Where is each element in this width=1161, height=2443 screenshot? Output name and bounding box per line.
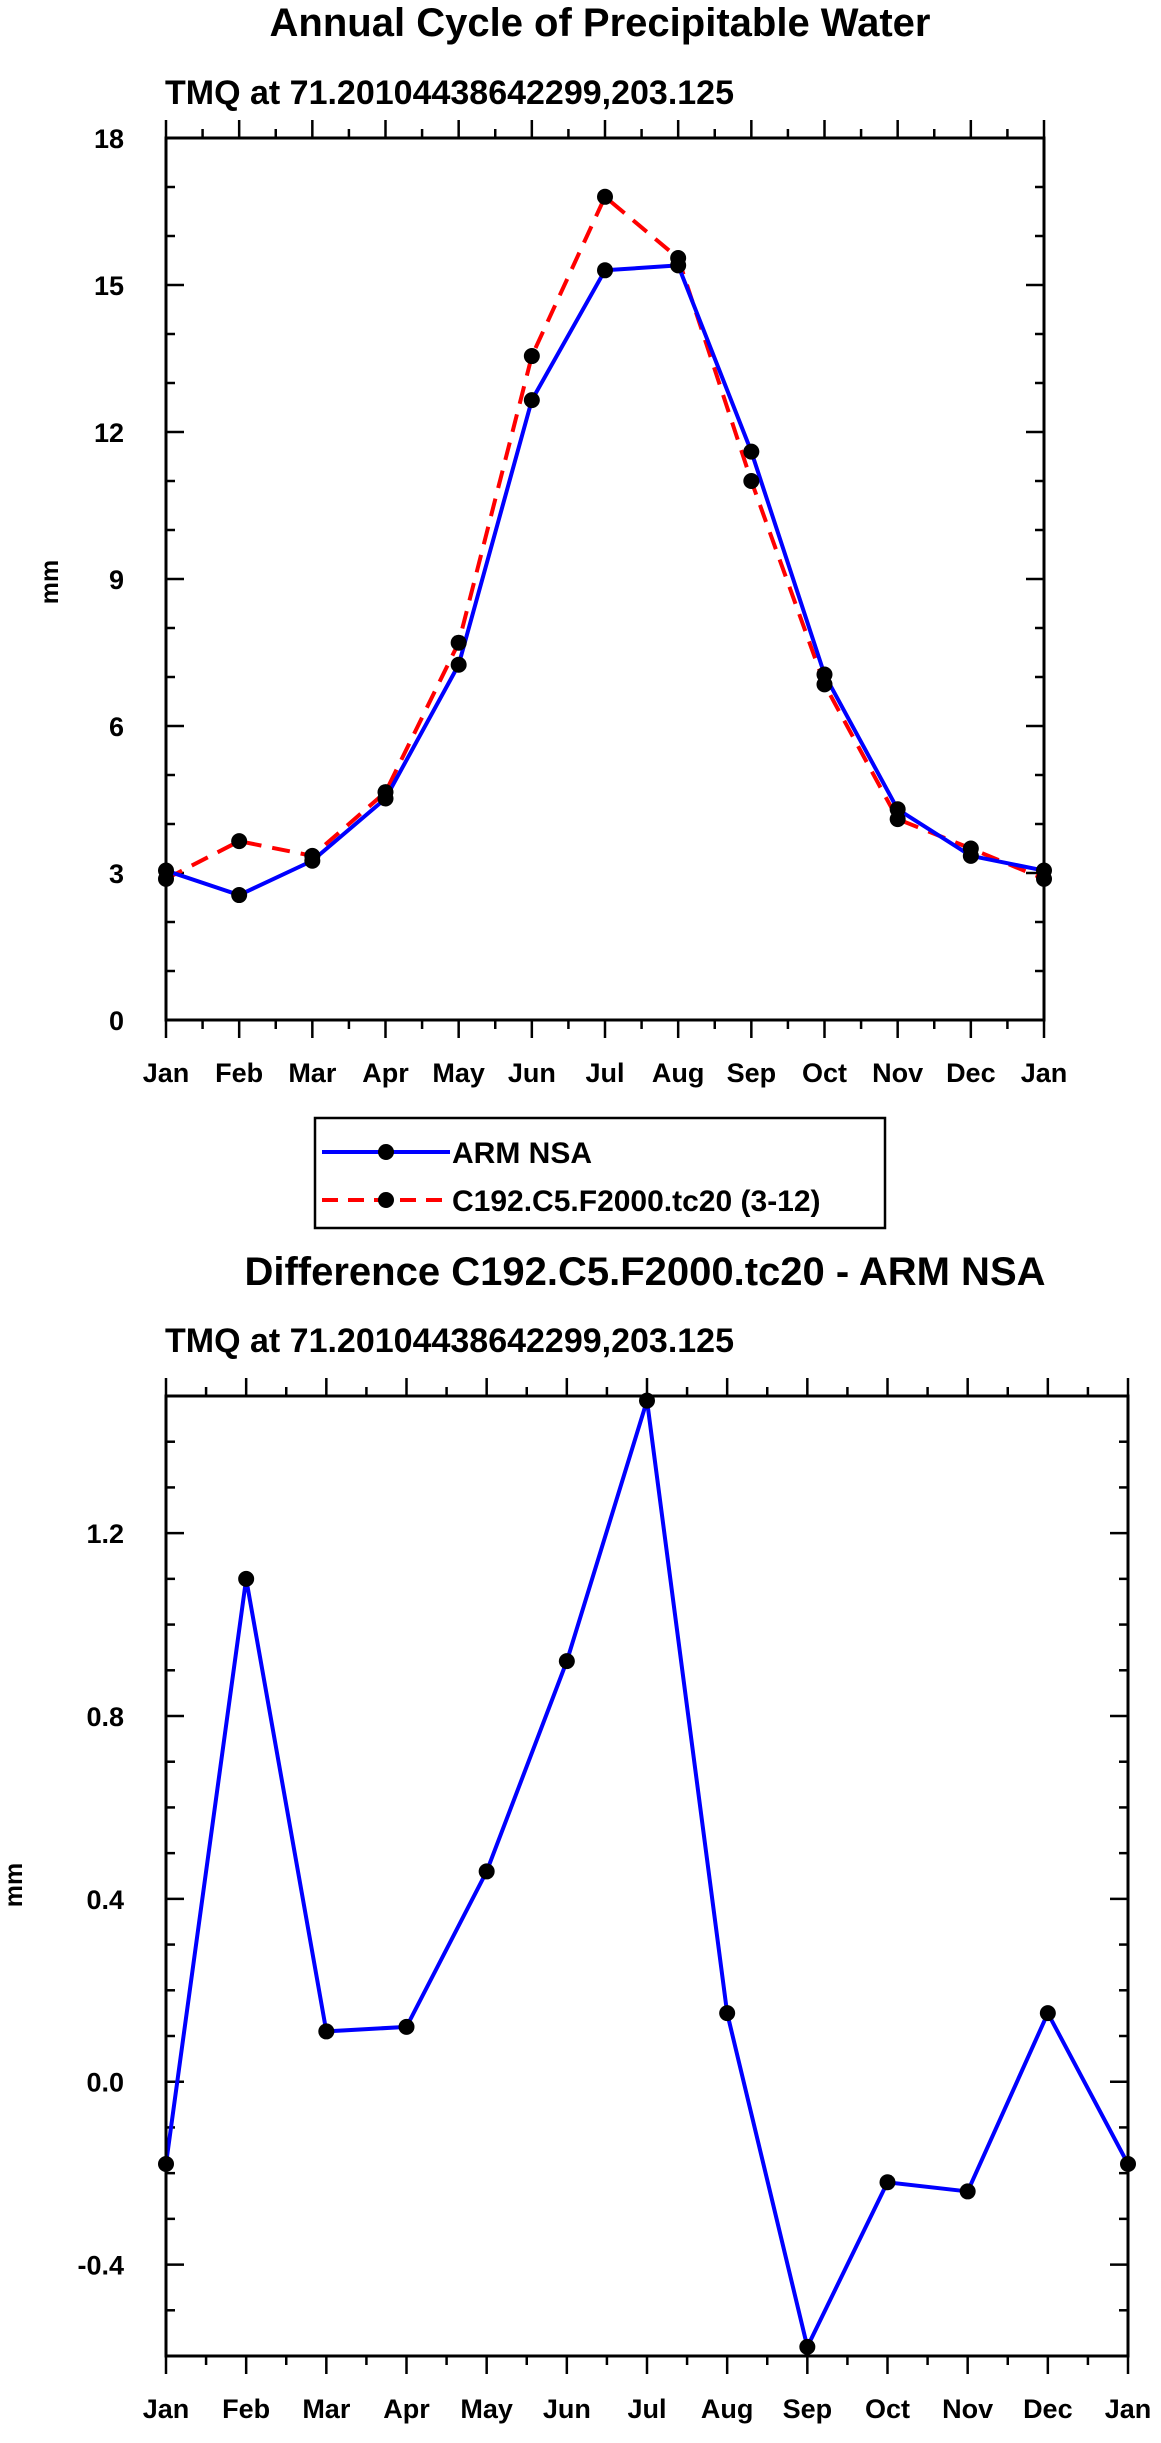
- x-tick-label: Jan: [143, 2394, 190, 2424]
- legend-marker-model: [378, 1192, 394, 1208]
- data-point-c192-c5-f2000-tc20-3-12: [597, 188, 613, 205]
- data-point-c192-c5-f2000-tc20-3-12: [816, 676, 833, 693]
- legend-box: [313, 1116, 887, 1230]
- x-tick-label: Sep: [727, 1058, 777, 1088]
- series-line-arm-nsa: [165, 263, 1045, 898]
- data-point-c192-c5-f2000-tc20-3-12: [523, 348, 540, 365]
- plot-frame: [164, 1394, 1130, 2358]
- legend-marker-arm-nsa: [378, 1144, 394, 1160]
- x-tick-label: May: [460, 2394, 513, 2424]
- x-tick-label: Dec: [1023, 2394, 1073, 2424]
- y-tick-label: 18: [94, 124, 124, 154]
- y-tick-label: 0.8: [86, 1702, 124, 1732]
- y-tick-label: 15: [94, 271, 124, 301]
- x-tick-label: Oct: [865, 2394, 910, 2424]
- data-point-difference: [1039, 2005, 1056, 2022]
- data-point-difference: [238, 1570, 255, 1587]
- data-point-c192-c5-f2000-tc20-3-12: [377, 784, 394, 801]
- data-point-difference: [558, 1653, 575, 1670]
- data-point-c192-c5-f2000-tc20-3-12: [962, 840, 979, 857]
- x-tick-label: Mar: [288, 1058, 337, 1088]
- difference-chart: Difference C192.C5.F2000.tc20 - ARM NSA …: [0, 1250, 1151, 2424]
- x-tick-label: Jun: [543, 2394, 591, 2424]
- y-tick-label: 12: [94, 418, 124, 448]
- data-point-arm-nsa: [450, 656, 467, 673]
- data-point-difference: [318, 2023, 335, 2040]
- x-tick-label: Mar: [302, 2394, 351, 2424]
- x-tick-label: Oct: [802, 1058, 847, 1088]
- x-tick-label: Sep: [783, 2394, 833, 2424]
- data-point-c192-c5-f2000-tc20-3-12: [889, 811, 906, 828]
- data-point-difference: [959, 2183, 976, 2200]
- data-point-difference: [879, 2174, 896, 2191]
- data-point-arm-nsa: [231, 887, 248, 904]
- legend-label-model: C192.C5.F2000.tc20 (3-12): [452, 1185, 821, 1218]
- data-point-arm-nsa: [597, 262, 613, 279]
- x-tick-label: Jan: [143, 1058, 190, 1088]
- annual-cycle-chart: Annual Cycle of Precipitable Water TMQ a…: [36, 1, 1068, 1230]
- chart-title: Annual Cycle of Precipitable Water: [270, 1, 931, 45]
- chart-subtitle: TMQ at 71.20104438642299,203.125: [165, 74, 734, 112]
- y-tick-label: 1.2: [86, 1519, 124, 1549]
- legend: ARM NSA C192.C5.F2000.tc20 (3-12): [313, 1116, 887, 1230]
- x-tick-label: Dec: [946, 1058, 996, 1088]
- y-axis-label: mm: [0, 1863, 28, 1907]
- x-tick-label: Feb: [222, 2394, 270, 2424]
- x-tick-label: Jan: [1021, 1058, 1068, 1088]
- x-tick-label: Feb: [215, 1058, 263, 1088]
- x-tick-label: Nov: [872, 1058, 923, 1088]
- legend-item-model: C192.C5.F2000.tc20 (3-12): [322, 1185, 821, 1218]
- legend-label-arm-nsa: ARM NSA: [452, 1137, 592, 1170]
- data-point-c192-c5-f2000-tc20-3-12: [304, 847, 321, 864]
- y-tick-label: 3: [109, 859, 124, 889]
- y-tick-label: 0: [109, 1006, 124, 1036]
- y-tick-label: 0.4: [86, 1885, 124, 1915]
- series-line-c192-c5-f2000-tc20-3-12: [165, 194, 1045, 881]
- chart-subtitle: TMQ at 71.20104438642299,203.125: [165, 1322, 734, 1360]
- y-tick-label: -0.4: [77, 2251, 124, 2281]
- data-point-c192-c5-f2000-tc20-3-12: [670, 250, 687, 267]
- data-point-difference: [478, 1863, 495, 1880]
- data-point-c192-c5-f2000-tc20-3-12: [450, 634, 467, 651]
- x-tick-label: Jun: [508, 1058, 556, 1088]
- data-point-difference: [719, 2005, 736, 2022]
- y-tick-label: 9: [109, 565, 124, 595]
- data-point-c192-c5-f2000-tc20-3-12: [231, 833, 248, 850]
- x-tick-label: Jul: [585, 1058, 624, 1088]
- x-tick-label: Jan: [1105, 2394, 1152, 2424]
- series-line-difference: [164, 1398, 1130, 2349]
- data-point-arm-nsa: [743, 443, 760, 460]
- x-tick-label: May: [432, 1058, 485, 1088]
- plot-frame: [164, 136, 1046, 1022]
- data-point-c192-c5-f2000-tc20-3-12: [743, 473, 760, 489]
- x-tick-label: Apr: [383, 2394, 430, 2424]
- x-tick-label: Apr: [362, 1058, 409, 1088]
- x-tick-label: Jul: [627, 2394, 666, 2424]
- data-point-difference: [799, 2338, 816, 2355]
- x-tick-label: Aug: [701, 2394, 753, 2424]
- x-tick-label: Nov: [942, 2394, 993, 2424]
- chart-title: Difference C192.C5.F2000.tc20 - ARM NSA: [244, 1250, 1045, 1294]
- y-tick-label: 0.0: [86, 2068, 124, 2098]
- y-tick-label: 6: [109, 712, 124, 742]
- data-point-arm-nsa: [523, 392, 540, 409]
- x-tick-label: Aug: [652, 1058, 704, 1088]
- legend-item-arm-nsa: ARM NSA: [322, 1137, 592, 1170]
- data-point-difference: [398, 2018, 415, 2035]
- y-axis-label: mm: [36, 560, 64, 604]
